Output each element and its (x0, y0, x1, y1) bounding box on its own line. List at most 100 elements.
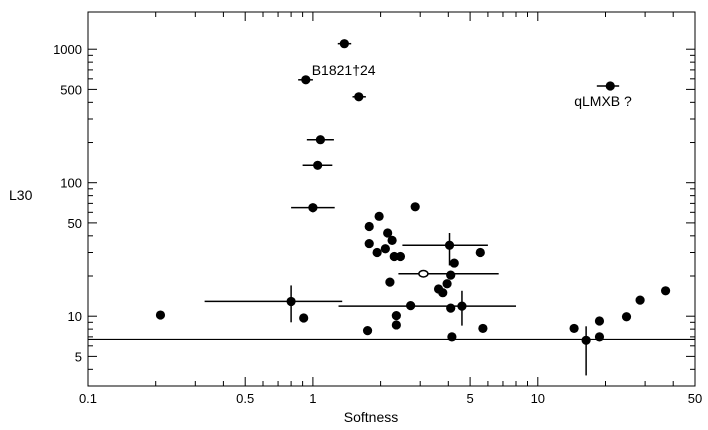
point-marker (457, 301, 467, 311)
x-tick-label: 50 (688, 391, 702, 406)
y-tick-label: 50 (68, 216, 82, 231)
data-point (364, 221, 374, 232)
x-tick-label: 0.1 (79, 391, 97, 406)
data-point (302, 160, 333, 170)
point-marker (581, 335, 591, 345)
data-point (660, 286, 671, 296)
y-tick-label: 10 (68, 309, 82, 324)
point-marker-open (418, 269, 429, 278)
point-marker (339, 39, 349, 49)
x-tick-label: 5 (466, 391, 473, 406)
annotation-label: B1821†24 (312, 62, 376, 78)
point-marker (391, 311, 401, 321)
point-marker (374, 211, 384, 221)
data-point (581, 326, 591, 376)
data-point (569, 323, 579, 334)
point-marker (594, 316, 605, 326)
point-marker (605, 81, 615, 91)
data-point (478, 323, 488, 334)
data-point (380, 244, 390, 254)
x-axis-title: Softness (344, 409, 398, 425)
data-point (621, 312, 632, 322)
y-tick-label: 1000 (53, 42, 82, 57)
point-marker (635, 295, 645, 305)
point-marker (354, 92, 364, 102)
point-marker (621, 312, 632, 322)
data-point (299, 313, 309, 323)
data-point (594, 332, 605, 342)
point-marker (383, 228, 393, 238)
point-marker (569, 323, 579, 334)
data-point (438, 288, 448, 298)
data-point (391, 311, 401, 321)
point-marker (364, 221, 374, 232)
point-marker (385, 277, 395, 287)
point-marker (315, 135, 326, 145)
data-point (446, 270, 456, 280)
x-tick-label: 0.5 (236, 391, 254, 406)
y-tick-label: 500 (60, 82, 82, 97)
annotation-label: qLMXB ? (574, 93, 632, 109)
data-point (204, 285, 343, 323)
point-marker (380, 244, 390, 254)
point-marker (444, 240, 455, 250)
point-marker (395, 251, 406, 262)
point-marker (362, 326, 373, 336)
point-marker (301, 75, 311, 85)
y-tick-label: 5 (75, 349, 82, 364)
point-marker (442, 279, 452, 289)
point-marker (594, 332, 605, 342)
point-marker (286, 296, 296, 307)
data-point (338, 290, 517, 326)
point-marker (391, 320, 401, 330)
data-point (387, 235, 397, 245)
data-point (385, 277, 395, 287)
data-point (449, 258, 459, 268)
point-marker (299, 313, 309, 323)
point-marker (438, 288, 448, 298)
point-marker (364, 238, 374, 249)
data-point (402, 232, 488, 266)
point-marker (446, 270, 456, 280)
point-marker (478, 323, 488, 334)
plot-frame (87, 11, 696, 387)
data-point (447, 332, 457, 342)
data-point (383, 228, 393, 238)
point-marker (410, 202, 420, 212)
data-point (475, 247, 485, 258)
y-tick-label: 100 (60, 176, 82, 191)
data-point (298, 75, 313, 85)
data-point (596, 81, 620, 91)
axis-ticks (87, 12, 696, 387)
data-points (155, 39, 671, 376)
x-tick-label: 1 (309, 391, 316, 406)
point-marker (313, 160, 323, 170)
x-tick-label: 10 (531, 391, 545, 406)
point-marker (446, 303, 456, 313)
data-point (442, 279, 452, 289)
data-point (372, 247, 382, 258)
data-point-open (398, 269, 499, 278)
point-marker (475, 247, 485, 258)
data-point (362, 326, 373, 336)
data-point (446, 303, 456, 313)
tick-labels: 0.1 0.5 1 5 10 50 5 10 50 100 500 1000 (53, 42, 702, 406)
data-point (594, 316, 605, 326)
point-marker (308, 203, 318, 213)
data-point (306, 135, 334, 145)
point-marker (387, 235, 397, 245)
data-point (410, 202, 420, 212)
point-marker (449, 258, 459, 268)
annotations: B1821†24 qLMXB ? (312, 62, 632, 109)
point-marker (660, 286, 671, 296)
data-point (352, 92, 366, 102)
y-axis-title: L30 (9, 187, 33, 203)
data-point (374, 211, 384, 221)
data-point (395, 251, 406, 262)
data-point (337, 39, 352, 49)
point-marker (155, 310, 166, 320)
data-point (291, 203, 335, 213)
data-point (364, 238, 374, 249)
data-point (155, 310, 166, 320)
